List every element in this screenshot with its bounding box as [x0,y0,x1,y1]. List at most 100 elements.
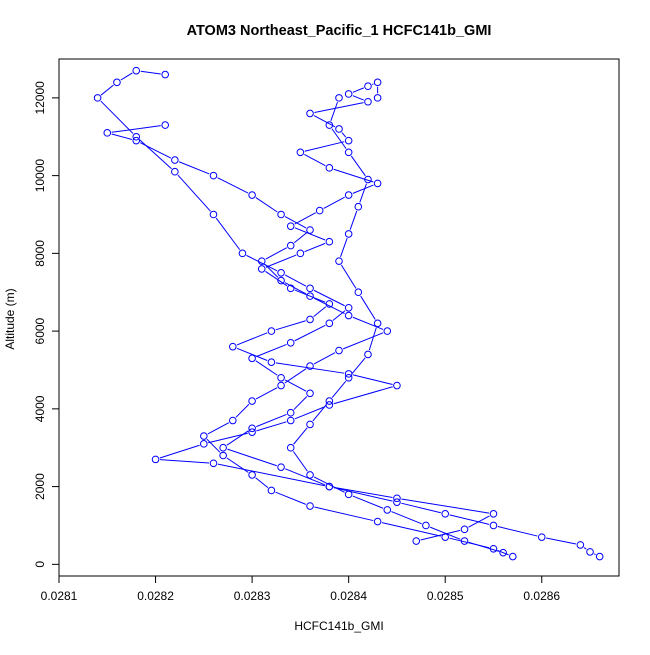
series-line-segment [284,379,307,392]
series-line-segment [401,498,490,514]
data-point [248,428,256,436]
data-point [306,315,314,324]
series-line-segment [215,217,241,251]
data-point [286,222,295,230]
data-point [383,327,392,335]
series-line-segment [314,506,374,522]
y-tick-label: 6000 [33,317,47,344]
series-line-segment [360,295,376,320]
data-series [286,94,507,557]
series-line-segment [352,495,384,509]
series-line-segment [100,100,134,134]
series-line-segment [255,387,278,400]
data-point [489,510,498,518]
series-line-segment [293,232,307,244]
data-point [286,284,295,293]
series-line-segment [340,237,348,258]
data-point [460,525,469,534]
data-point [441,510,450,518]
series-line-segment [294,324,326,342]
series-line-segment [160,459,210,464]
data-point [373,179,382,188]
series-line-segment [236,347,268,361]
series-line-segment [333,168,374,183]
data-point [286,338,295,347]
series-line-segment [314,102,364,114]
data-point [219,451,227,460]
data-point [344,148,353,157]
data-point [586,548,594,556]
series-line-segment [207,422,230,435]
data-series [103,121,517,561]
data-point [277,276,285,285]
series-line-segment [497,550,509,556]
series-line-segment [100,84,114,96]
series-line-segment [351,357,366,375]
series-line-segment [331,128,347,149]
data-point [238,249,247,258]
data-point [132,132,141,141]
data-point [499,548,507,557]
series-line-segment [304,242,326,253]
data-point [267,358,276,367]
data-point [335,346,343,355]
series-line-segment [381,522,441,537]
data-point [306,226,314,234]
x-tick-label: 0.0285 [427,589,464,603]
data-point [277,463,285,471]
series-line-segment [284,282,307,295]
data-point [393,494,401,503]
series-line-segment [429,526,461,540]
data-point [306,389,314,398]
series-line-segment [313,476,345,493]
data-point [151,455,160,464]
data-point [344,90,353,98]
data-point [171,167,179,176]
series-line-segment [342,332,384,350]
y-tick-label: 12000 [33,81,47,115]
series-line-segment [350,155,366,177]
y-tick-label: 4000 [33,395,47,422]
data-point [200,432,208,440]
series-line-segment [352,374,393,385]
series-line-segment [256,413,287,428]
data-point [306,109,314,118]
series-line-segment [177,174,211,212]
data-point [161,70,170,79]
series-line-segment [275,362,345,374]
data-point [344,311,353,320]
series-line-segment [368,327,377,351]
series-line-segment [293,396,308,410]
data-point [248,424,256,433]
data-point [412,537,421,545]
data-point [344,136,353,145]
data-point [508,552,517,561]
data-point [286,408,295,417]
x-tick-label: 0.0286 [523,589,560,603]
data-point [296,148,305,157]
data-point [315,206,324,215]
series-line-segment [111,125,161,133]
data-point [132,136,141,145]
series-line-segment [292,451,308,472]
series-line-segment [330,101,338,122]
series-line-segment [120,72,133,81]
series-line-segment [217,177,249,194]
series-line-segment [140,70,161,75]
y-axis: 0 2000 4000 6000 8000 10000 12000 [33,81,60,568]
series-line-segment [226,430,249,446]
series-line-segment [323,196,345,209]
series-line-segment [178,161,210,175]
series-line-segment [256,343,287,358]
series-line-segment [304,153,326,167]
series-line-segment [313,297,345,314]
series-line-segment [352,184,374,194]
data-point [209,210,218,219]
data-point [335,257,343,265]
data-point [344,191,353,199]
chart-title: ATOM3 Northeast_Pacific_1 HCFC141b_GMI [187,23,492,39]
series-line-segment [246,254,278,272]
data-point [325,121,334,129]
series-line-segment [255,477,269,489]
